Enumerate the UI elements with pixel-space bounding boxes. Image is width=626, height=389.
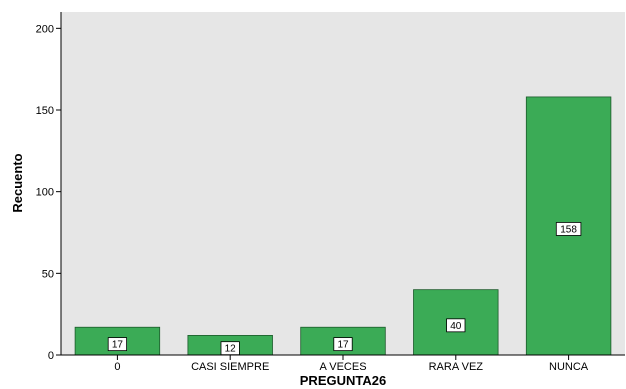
data-label: 17 (337, 340, 349, 351)
y-tick-label: 100 (36, 187, 54, 199)
x-tick-label: NUNCA (549, 361, 589, 373)
y-tick-label: 200 (36, 23, 54, 35)
x-tick-label: CASI SIEMPRE (191, 361, 269, 373)
data-label-box (107, 337, 127, 352)
y-tick-label: 0 (48, 350, 54, 362)
y-tick-label: 150 (36, 105, 54, 117)
data-label: 12 (225, 344, 237, 355)
x-tick-label: 0 (114, 361, 120, 373)
data-label-box (555, 222, 582, 236)
data-label: 40 (450, 321, 462, 332)
data-label: 158 (560, 224, 577, 235)
data-label-box (333, 337, 353, 352)
y-tick-label: 50 (42, 268, 54, 280)
data-labels-layer: 17 12 17 40 158 (107, 222, 582, 356)
x-axis-ticks: 0 CASI SIEMPRE A VECES RARA VEZ NUNCA (114, 355, 589, 373)
bars-layer (74, 96, 612, 356)
y-axis-ticks: 0 50 100 150 200 (36, 23, 61, 362)
x-axis-title: PREGUNTA26 (300, 373, 386, 388)
data-label-box (446, 318, 466, 333)
data-label: 17 (112, 340, 124, 351)
y-axis-title: Recuento (10, 153, 25, 212)
x-tick-label: RARA VEZ (429, 361, 484, 373)
x-tick-label: A VECES (319, 361, 366, 373)
